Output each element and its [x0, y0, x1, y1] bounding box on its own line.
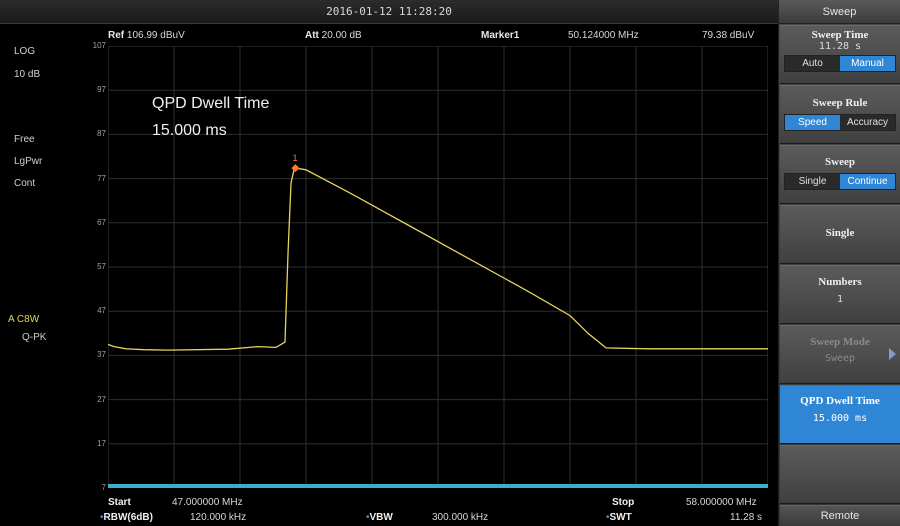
- marker-number: 1: [292, 153, 297, 163]
- marker-frequency: 50.124000 MHz: [568, 30, 639, 41]
- numbers-key[interactable]: Numbers 1: [780, 265, 900, 324]
- sweep-single[interactable]: Single: [785, 174, 840, 189]
- sweep-rule-speed[interactable]: Speed: [785, 115, 840, 130]
- scale-division: 10 dB: [14, 69, 41, 80]
- trace-letter: A: [8, 314, 15, 325]
- single-label: Single: [825, 227, 855, 239]
- spectrum-plot[interactable]: 1 QPD Dwell Time 15.000 ms: [108, 46, 768, 488]
- y-tick-label: 57: [97, 262, 106, 271]
- y-tick-label: 87: [97, 129, 106, 139]
- rbw-dot-icon: •: [100, 512, 104, 523]
- sweep-rule-accuracy[interactable]: Accuracy: [840, 115, 895, 130]
- y-tick-label: 7: [101, 483, 106, 492]
- vbw-dot-icon: •: [366, 512, 370, 523]
- trace-indicator: A C8W: [8, 314, 39, 325]
- numbers-value: 1: [836, 294, 844, 305]
- y-tick-label: 17: [97, 438, 106, 448]
- sweep-time-auto[interactable]: Auto: [785, 56, 840, 71]
- trigger-mode: Free: [14, 134, 35, 145]
- marker-level: 79.38 dBuV: [702, 30, 755, 41]
- ref-label: Ref: [108, 30, 125, 41]
- sweep-mode-indicator: Cont: [14, 178, 36, 189]
- sweep-time-manual[interactable]: Manual: [840, 56, 895, 71]
- attenuation: Att 20.00 dB: [305, 30, 362, 41]
- scale-type: LOG: [14, 46, 36, 57]
- single-key[interactable]: Single: [780, 205, 900, 264]
- sweep-continue[interactable]: Continue: [840, 174, 895, 189]
- softkey-menu: Sweep Sweep Time 11.28 s Auto Manual Swe…: [778, 0, 900, 526]
- sweep-mode-label: Sweep Mode: [810, 336, 870, 348]
- datetime-bar: 2016-01-12 11:28:20: [0, 0, 778, 24]
- stop-label: Stop: [612, 497, 635, 508]
- swt-label: •SWT: [606, 512, 632, 523]
- sweep-time-value: 11.28 s: [818, 41, 862, 52]
- marker-diamond-icon: [291, 164, 300, 173]
- y-tick-label: 67: [97, 217, 106, 227]
- att-label: Att: [305, 30, 319, 41]
- start-frequency: 47.000000 MHz: [172, 497, 243, 508]
- annotation-value: 15.000 ms: [152, 122, 227, 139]
- y-tick-label: 27: [97, 394, 106, 404]
- y-tick-label: 47: [97, 306, 106, 316]
- numbers-label: Numbers: [818, 276, 862, 288]
- y-tick-label: 107: [92, 41, 106, 50]
- sweep-mode-value: Sweep: [824, 353, 856, 364]
- sweep-key[interactable]: Sweep Single Continue: [780, 145, 900, 204]
- datetime-text: 2016-01-12 11:28:20: [326, 5, 452, 18]
- sweep-time-toggle[interactable]: Auto Manual: [784, 55, 896, 72]
- y-tick-label: 37: [97, 350, 106, 360]
- submenu-arrow-icon: [889, 348, 896, 360]
- sweep-progress-bar: [108, 484, 768, 488]
- detector-bandwidth: C8W: [16, 314, 40, 325]
- start-label: Start: [108, 497, 131, 508]
- remote-button[interactable]: Remote: [780, 505, 900, 526]
- sweep-rule-label: Sweep Rule: [812, 97, 868, 109]
- y-tick-label: 97: [97, 85, 106, 95]
- annotation-title: QPD Dwell Time: [152, 95, 269, 112]
- rbw-value: 120.000 kHz: [190, 512, 247, 523]
- swt-dot-icon: •: [606, 512, 610, 523]
- sweep-time-key[interactable]: Sweep Time 11.28 s Auto Manual: [780, 25, 900, 84]
- qpd-dwell-time-label: QPD Dwell Time: [800, 395, 880, 407]
- ref-level: Ref 106.99 dBuV: [108, 30, 185, 41]
- marker-label: Marker1: [481, 30, 520, 41]
- sweep-rule-key[interactable]: Sweep Rule Speed Accuracy: [780, 85, 900, 144]
- menu-title: Sweep: [779, 0, 900, 24]
- detector-type: Q-PK: [22, 332, 47, 343]
- att-value: 20.00 dB: [321, 30, 362, 41]
- sweep-time-label: Sweep Time: [811, 29, 869, 41]
- sweep-label: Sweep: [825, 156, 855, 168]
- swt-value: 11.28 s: [730, 512, 763, 523]
- plot-grid: [108, 46, 768, 488]
- marker-1[interactable]: 1: [291, 153, 300, 173]
- sweep-toggle[interactable]: Single Continue: [784, 173, 896, 190]
- sweep-rule-toggle[interactable]: Speed Accuracy: [784, 114, 896, 131]
- empty-key[interactable]: [780, 445, 900, 504]
- average-type: LgPwr: [14, 156, 43, 167]
- rbw-label: •RBW(6dB): [100, 512, 153, 523]
- qpd-dwell-time-key[interactable]: QPD Dwell Time 15.000 ms: [780, 385, 900, 444]
- sweep-mode-key[interactable]: Sweep Mode Sweep: [780, 325, 900, 384]
- qpd-dwell-time-value: 15.000 ms: [812, 413, 868, 424]
- vbw-label: •VBW: [366, 512, 393, 523]
- vbw-value: 300.000 kHz: [432, 512, 489, 523]
- ref-value: 106.99 dBuV: [126, 30, 185, 41]
- stop-frequency: 58.000000 MHz: [686, 497, 757, 508]
- y-tick-label: 77: [97, 173, 106, 183]
